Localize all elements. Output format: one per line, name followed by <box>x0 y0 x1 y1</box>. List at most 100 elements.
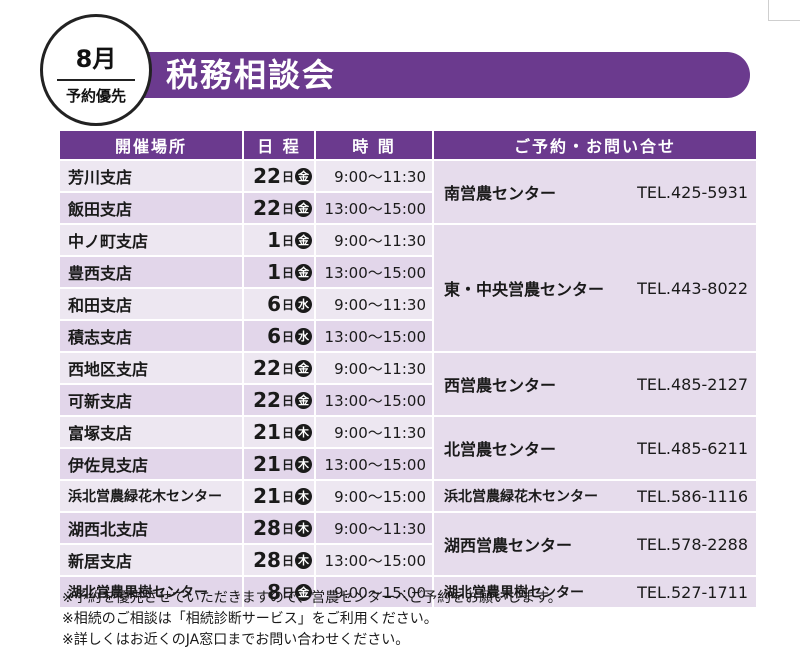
place-cell: 可新支店 <box>60 385 242 415</box>
place-cell: 湖西北支店 <box>60 513 242 543</box>
contact-cell: 南営農センター TEL.425-5931 <box>434 161 756 223</box>
contact-cell: 北営農センター TEL.485-6211 <box>434 417 756 479</box>
date-day: 8 <box>267 580 281 604</box>
date-suffix: 日 <box>281 553 294 568</box>
date-suffix: 日 <box>281 265 294 280</box>
date-day: 21 <box>253 484 281 508</box>
contact-cell: 湖北営農果樹センター TEL.527-1711 <box>434 577 756 607</box>
weekday-badge: 金 <box>295 391 312 409</box>
date-suffix: 日 <box>281 457 294 472</box>
place-cell: 新居支店 <box>60 545 242 575</box>
note-line: ※相続のご相談は「相続診断サービス」をご利用ください。 <box>62 611 438 627</box>
time-cell: 9:00〜11:30 <box>316 513 432 543</box>
contact-tel[interactable]: TEL.527-1711 <box>637 582 748 602</box>
date-suffix: 日 <box>281 297 294 312</box>
date-day: 28 <box>253 548 281 572</box>
weekday-badge: 水 <box>295 327 312 345</box>
notes: ※予約を優先させていただきますので、営農センターへご予約をお願いします。 ※相続… <box>62 588 762 651</box>
date-cell: 22 日金 <box>244 385 314 415</box>
place-cell: 豊西支店 <box>60 257 242 287</box>
date-day: 6 <box>267 324 281 348</box>
time-cell: 9:00〜11:30 <box>316 353 432 383</box>
weekday-badge: 金 <box>295 263 312 281</box>
date-day: 1 <box>267 228 281 252</box>
header-place: 開催場所 <box>60 131 242 159</box>
date-day: 21 <box>253 420 281 444</box>
date-suffix: 日 <box>281 233 294 248</box>
date-suffix: 日 <box>281 169 294 184</box>
date-suffix: 日 <box>281 521 294 536</box>
time-cell: 13:00〜15:00 <box>316 545 432 575</box>
contact-tel[interactable]: TEL.586-1116 <box>637 486 748 506</box>
corner-divider-horizontal <box>768 20 800 21</box>
place-cell: 浜北営農緑花木センター <box>60 481 242 511</box>
contact-name: 湖西営農センター <box>444 536 573 555</box>
date-suffix: 日 <box>281 585 294 600</box>
place-cell: 伊佐見支店 <box>60 449 242 479</box>
header-time: 時 間 <box>316 131 432 159</box>
corner-divider <box>768 0 769 20</box>
weekday-badge: 金 <box>295 167 312 185</box>
date-day: 6 <box>267 292 281 316</box>
header-contact: ご予約・お問い合せ <box>434 131 756 159</box>
date-cell: 21 日木 <box>244 481 314 511</box>
weekday-badge: 水 <box>295 295 312 313</box>
date-day: 28 <box>253 516 281 540</box>
page-title: 税務相談会 <box>166 56 337 94</box>
contact-name: 西営農センター <box>444 376 557 395</box>
note-line: ※予約を優先させていただきますので、営農センターへご予約をお願いします。 <box>62 590 562 606</box>
date-day: 22 <box>253 196 281 220</box>
contact-cell: 東・中央営農センター TEL.443-8022 <box>434 225 756 351</box>
contact-tel[interactable]: TEL.443-8022 <box>637 278 748 298</box>
contact-cell: 浜北営農緑花木センター TEL.586-1116 <box>434 481 756 511</box>
date-cell: 22 日金 <box>244 353 314 383</box>
time-cell: 9:00〜15:00 <box>316 481 432 511</box>
place-cell: 湖北営農果樹センター <box>60 577 242 607</box>
time-cell: 13:00〜15:00 <box>316 193 432 223</box>
title-banner <box>108 52 750 98</box>
date-suffix: 日 <box>281 329 294 344</box>
time-cell: 13:00〜15:00 <box>316 321 432 351</box>
badge-priority-note: 予約優先 <box>65 87 126 105</box>
contact-name: 南営農センター <box>444 184 557 203</box>
header-date: 日 程 <box>244 131 314 159</box>
date-cell: 21 日木 <box>244 449 314 479</box>
place-cell: 西地区支店 <box>60 353 242 383</box>
contact-tel[interactable]: TEL.485-6211 <box>637 438 748 458</box>
badge-month: 8月 <box>75 45 117 73</box>
time-cell: 9:00〜11:30 <box>316 289 432 319</box>
date-cell: 21 日木 <box>244 417 314 447</box>
place-cell: 富塚支店 <box>60 417 242 447</box>
place-cell: 積志支店 <box>60 321 242 351</box>
contact-tel[interactable]: TEL.485-2127 <box>637 374 748 394</box>
weekday-badge: 木 <box>295 423 312 441</box>
time-cell: 13:00〜15:00 <box>316 257 432 287</box>
schedule-table: 開催場所 日 程 時 間 ご予約・お問い合せ 芳川支店 22 日金 9:00〜11:3… <box>60 131 756 607</box>
weekday-badge: 金 <box>295 583 312 601</box>
date-day: 22 <box>253 388 281 412</box>
time-cell: 13:00〜15:00 <box>316 449 432 479</box>
place-cell: 中ノ町支店 <box>60 225 242 255</box>
contact-name: 北営農センター <box>444 440 557 459</box>
contact-name: 東・中央営農センター <box>444 280 605 299</box>
contact-name: 湖北営農果樹センター <box>444 585 584 601</box>
time-cell: 9:00〜11:30 <box>316 417 432 447</box>
time-cell: 9:00〜11:30 <box>316 161 432 191</box>
date-cell: 28 日木 <box>244 545 314 575</box>
weekday-badge: 木 <box>295 551 312 569</box>
place-cell: 和田支店 <box>60 289 242 319</box>
date-day: 1 <box>267 260 281 284</box>
date-suffix: 日 <box>281 393 294 408</box>
date-cell: 22 日金 <box>244 161 314 191</box>
date-day: 21 <box>253 452 281 476</box>
weekday-badge: 木 <box>295 487 312 505</box>
contact-tel[interactable]: TEL.425-5931 <box>637 182 748 202</box>
time-cell: 13:00〜15:00 <box>316 385 432 415</box>
badge-divider <box>57 79 135 81</box>
contact-cell: 西営農センター TEL.485-2127 <box>434 353 756 415</box>
contact-tel[interactable]: TEL.578-2288 <box>637 534 748 554</box>
place-cell: 飯田支店 <box>60 193 242 223</box>
